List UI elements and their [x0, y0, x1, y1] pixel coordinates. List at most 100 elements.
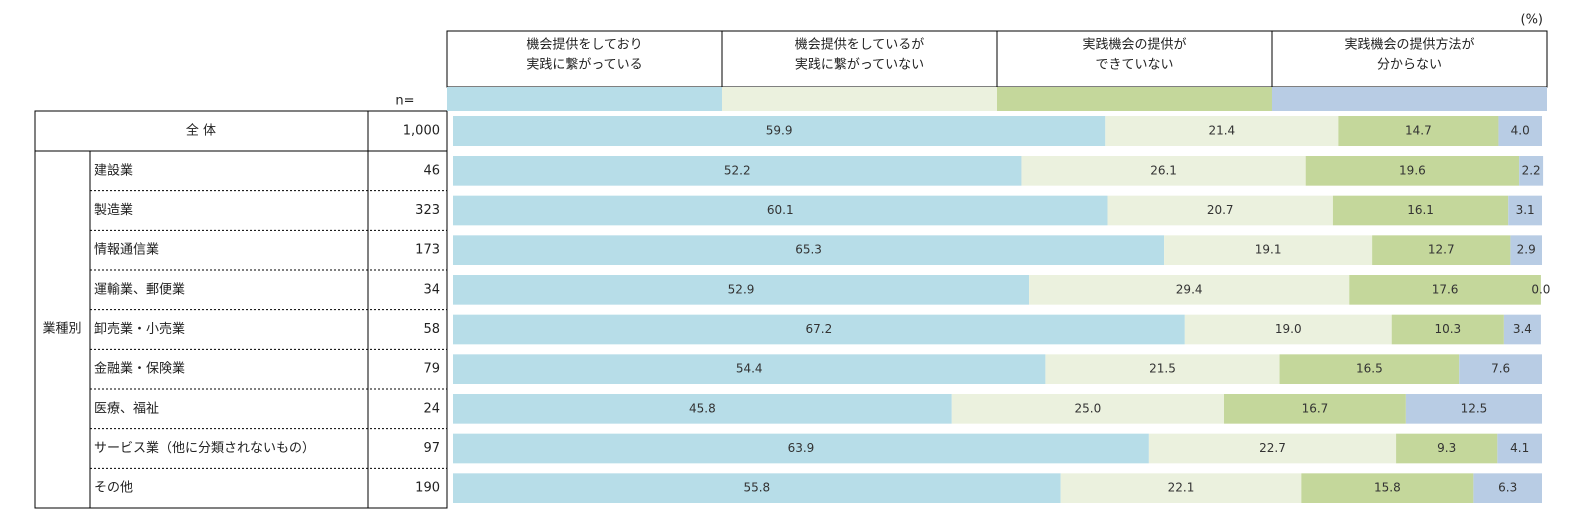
value-label: 16.7: [1302, 401, 1329, 415]
bar-segment: [453, 394, 952, 424]
n-value: 190: [415, 481, 440, 496]
value-label: 16.5: [1356, 362, 1383, 376]
bar-segment: [453, 275, 1030, 305]
value-label: 17.6: [1432, 282, 1459, 296]
value-label: 54.4: [736, 362, 763, 376]
bar-segment: [1508, 195, 1542, 226]
bar-segment: [1060, 473, 1302, 503]
legend-swatch: [447, 87, 722, 111]
bar-segment: [1279, 354, 1460, 384]
row-label: 情報通信業: [94, 242, 159, 258]
value-label: 21.5: [1149, 362, 1176, 376]
value-label: 4.0: [1511, 124, 1530, 138]
bar-segment: [951, 394, 1225, 424]
bar-segment: [1503, 314, 1541, 345]
value-label: 52.9: [728, 282, 755, 296]
bar-segment: [1029, 275, 1350, 305]
bar-segment: [1107, 195, 1333, 226]
bar-segment: [453, 354, 1046, 384]
bar-segment: [1372, 235, 1511, 265]
legend-swatch: [1272, 87, 1547, 111]
bar-segment: [1405, 394, 1542, 424]
bar-segment: [1338, 116, 1499, 146]
value-label: 12.5: [1461, 401, 1488, 415]
value-label: 10.3: [1434, 322, 1461, 336]
n-value: 173: [415, 243, 440, 258]
row-label: その他: [94, 481, 133, 496]
bar-segment: [453, 235, 1165, 265]
value-label: 25.0: [1075, 401, 1102, 415]
row-label: 全 体: [186, 123, 216, 139]
value-label: 20.7: [1207, 203, 1234, 217]
bar-segment: [453, 116, 1106, 146]
legend-label: 機会提供をしているが: [795, 37, 925, 53]
bar-segment: [1510, 235, 1542, 265]
row-label: サービス業（他に分類されないもの）: [94, 440, 315, 456]
bar-segment: [1459, 354, 1542, 384]
bar-segment: [1396, 433, 1498, 464]
legend-swatch: [997, 87, 1272, 111]
value-label: 59.9: [766, 124, 793, 138]
bar-segment: [1224, 394, 1406, 424]
legend-label: 実践機会の提供が: [1082, 37, 1186, 53]
value-label: 14.7: [1405, 124, 1432, 138]
bar-segment: [1184, 314, 1392, 345]
n-value: 46: [423, 163, 440, 178]
value-label: 12.7: [1428, 243, 1455, 257]
n-value: 97: [423, 441, 440, 456]
legend-label: できていない: [1095, 58, 1173, 73]
bar-segment: [1519, 156, 1544, 186]
value-label: 3.1: [1516, 203, 1535, 217]
bar-segment: [1105, 116, 1339, 146]
value-label: 19.6: [1399, 163, 1426, 177]
n-value: 1,000: [403, 124, 440, 139]
value-label: 19.0: [1275, 322, 1302, 336]
value-label: 16.1: [1407, 203, 1434, 217]
value-label: 7.6: [1491, 362, 1510, 376]
value-label: 19.1: [1255, 243, 1282, 257]
n-header: n=: [395, 94, 414, 109]
row-label: 金融業・保険業: [94, 361, 185, 377]
value-label: 52.2: [724, 163, 751, 177]
row-label: 医療、福祉: [94, 401, 159, 416]
value-label: 0.0: [1531, 282, 1550, 296]
row-label: 製造業: [94, 202, 133, 218]
value-label: 67.2: [806, 322, 833, 336]
n-value: 58: [423, 322, 440, 337]
bar-segment: [1301, 473, 1474, 503]
value-label: 26.1: [1150, 163, 1177, 177]
bar-segment: [1391, 314, 1504, 345]
value-label: 4.1: [1510, 441, 1529, 455]
value-label: 3.4: [1513, 322, 1532, 336]
value-label: 63.9: [788, 441, 815, 455]
n-value: 34: [423, 282, 440, 297]
unit: (%): [1521, 13, 1544, 28]
value-label: 2.9: [1517, 243, 1536, 257]
bar-segment: [1349, 275, 1541, 305]
value-label: 15.8: [1374, 481, 1401, 495]
legend-label: 分からない: [1377, 58, 1442, 73]
row-label: 建設業: [94, 162, 133, 178]
bar-segment: [1498, 116, 1542, 146]
legend-label: 実践に繋がっている: [526, 57, 642, 73]
value-label: 45.8: [689, 401, 716, 415]
value-label: 6.3: [1498, 481, 1517, 495]
value-label: 55.8: [743, 481, 770, 495]
value-label: 29.4: [1176, 282, 1203, 296]
bar-segment: [1497, 433, 1542, 464]
legend-label: 機会提供をしており: [526, 37, 642, 53]
bar-segment: [453, 195, 1108, 226]
bar-segment: [1045, 354, 1280, 384]
bar-segment: [453, 433, 1149, 464]
n-value: 323: [415, 203, 440, 218]
legend-label: 実践機会の提供方法が: [1344, 37, 1474, 53]
bar-segment: [1164, 235, 1373, 265]
bar-segment: [1305, 156, 1520, 186]
n-value: 24: [423, 401, 440, 416]
value-label: 60.1: [767, 203, 794, 217]
group-label: 業種別: [42, 321, 81, 337]
legend-label: 実践に繋がっていない: [795, 57, 924, 73]
value-label: 2.2: [1522, 163, 1541, 177]
